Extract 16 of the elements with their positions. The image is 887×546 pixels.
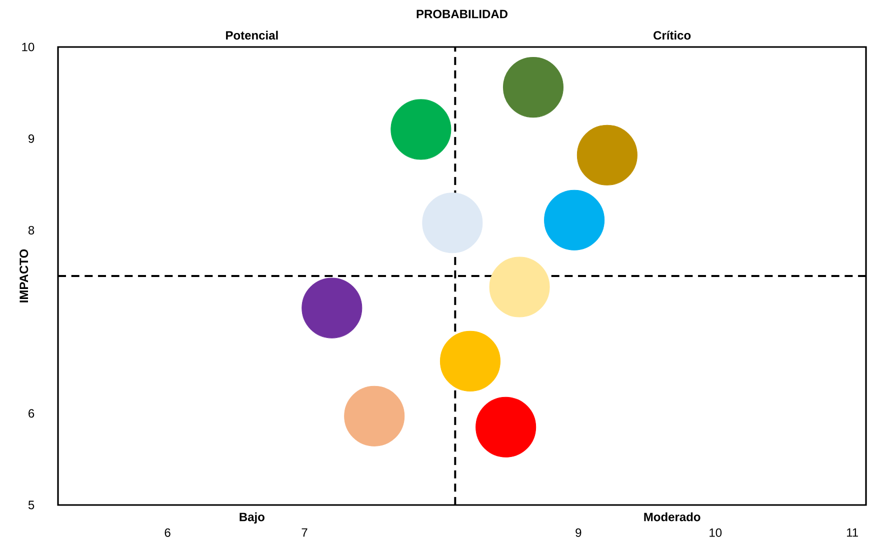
x-tick-label: 10 [710, 528, 722, 537]
text: Crítico [654, 30, 691, 40]
y-axis-title: IMPACTO [20, 249, 28, 302]
text: Bajo [240, 512, 264, 524]
x-tick-label: 11 [847, 528, 858, 537]
y-tick-label: 9 [28, 134, 34, 143]
y-tick-label: 10 [22, 42, 34, 52]
y-tick-label: 5 [28, 500, 34, 510]
x-tick-label: 7 [302, 528, 308, 537]
chart-title: PROBABILIDAD [416, 10, 508, 18]
x-tick-label: 6 [164, 528, 170, 537]
y-tick-label: 8 [28, 226, 34, 234]
text: Potencial [226, 30, 278, 40]
text: Moderado [644, 512, 700, 522]
y-tick-label: 6 [28, 409, 34, 418]
x-tick-label: 9 [576, 528, 582, 537]
